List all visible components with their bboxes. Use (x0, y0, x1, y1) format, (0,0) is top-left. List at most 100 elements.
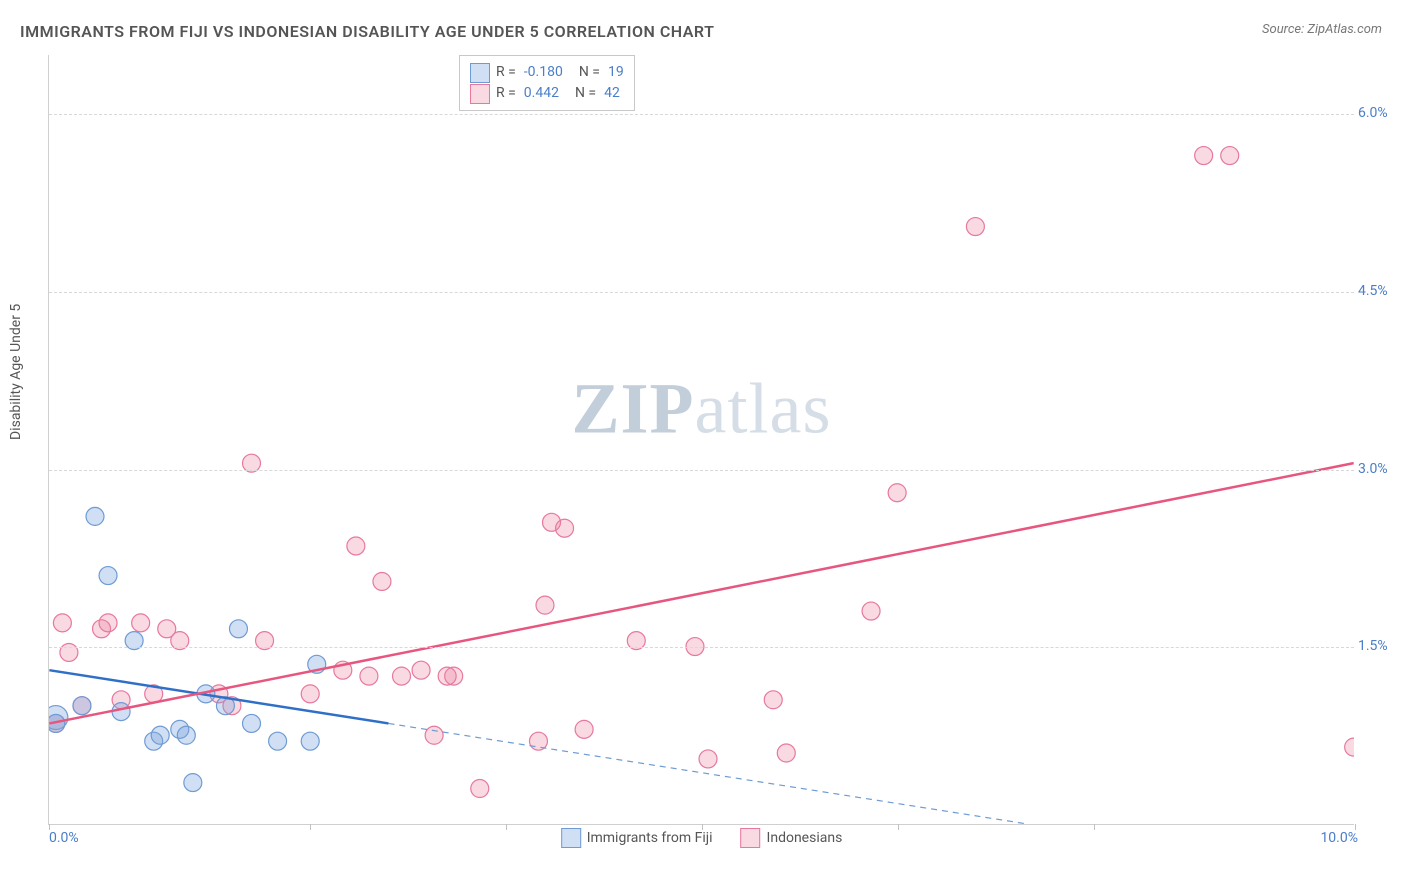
gridline (49, 292, 1354, 293)
bottom-legend-fiji-label: Immigrants from Fiji (587, 830, 713, 846)
data-point (210, 685, 228, 703)
x-tick-mark (702, 824, 703, 830)
legend-row-fiji: R = -0.180 N = 19 (470, 62, 624, 83)
bottom-legend-indonesians-label: Indonesians (767, 830, 843, 846)
swatch-fiji (470, 63, 490, 83)
data-point (764, 691, 782, 709)
bottom-legend-indonesians: Indonesians (741, 828, 843, 848)
legend-n-label: N = (579, 62, 600, 83)
data-point (49, 714, 65, 732)
data-point (158, 620, 176, 638)
data-point (53, 614, 71, 632)
legend-r-label: R = (496, 62, 516, 83)
data-point (73, 697, 91, 715)
x-tick-mark (898, 824, 899, 830)
legend-n-label: N = (575, 83, 596, 104)
data-point (229, 620, 247, 638)
data-point (301, 732, 319, 750)
chart-svg (49, 55, 1354, 824)
data-point (575, 720, 593, 738)
bottom-legend: Immigrants from Fiji Indonesians (561, 828, 843, 848)
data-point (49, 714, 65, 732)
swatch-indonesians (470, 84, 490, 104)
legend-fiji-n: 19 (608, 62, 624, 83)
watermark-bold: ZIP (572, 368, 695, 448)
trend-line (49, 463, 1353, 723)
data-point (171, 720, 189, 738)
x-tick-mark (1094, 824, 1095, 830)
data-point (888, 484, 906, 502)
data-point (1221, 147, 1239, 165)
x-tick-label: 0.0% (49, 830, 79, 846)
gridline (49, 470, 1354, 471)
data-point (966, 218, 984, 236)
data-point (699, 750, 717, 768)
legend-indonesians-n: 42 (604, 83, 620, 104)
data-point (347, 537, 365, 555)
data-point (862, 602, 880, 620)
y-tick-label: 6.0% (1358, 105, 1406, 121)
data-point (49, 706, 68, 730)
data-point (223, 697, 241, 715)
y-tick-label: 3.0% (1358, 461, 1406, 477)
y-tick-label: 4.5% (1358, 283, 1406, 299)
data-point (86, 507, 104, 525)
data-point (177, 726, 195, 744)
data-point (99, 567, 117, 585)
legend-fiji-r: -0.180 (524, 62, 563, 83)
y-axis-label: Disability Age Under 5 (8, 304, 24, 440)
data-point (132, 614, 150, 632)
data-point (1345, 738, 1354, 756)
correlation-legend: R = -0.180 N = 19 R = 0.442 N = 42 (459, 55, 635, 111)
data-point (471, 780, 489, 798)
data-point (393, 667, 411, 685)
plot-area: ZIPatlas R = -0.180 N = 19 R = 0.442 N =… (48, 55, 1354, 825)
data-point (243, 714, 261, 732)
data-point (60, 643, 78, 661)
data-point (301, 685, 319, 703)
watermark-rest: atlas (695, 368, 832, 448)
data-point (112, 703, 130, 721)
x-tick-label: 10.0% (1320, 830, 1358, 846)
legend-row-indonesians: R = 0.442 N = 42 (470, 83, 624, 104)
data-point (151, 726, 169, 744)
data-point (184, 774, 202, 792)
data-point (536, 596, 554, 614)
data-point (529, 732, 547, 750)
trend-line (388, 723, 1027, 824)
data-point (543, 513, 561, 531)
data-point (197, 685, 215, 703)
data-point (269, 732, 287, 750)
data-point (334, 661, 352, 679)
swatch-indonesians (741, 828, 761, 848)
data-point (73, 697, 91, 715)
gridline (49, 114, 1354, 115)
gridline (49, 647, 1354, 648)
x-tick-mark (310, 824, 311, 830)
data-point (777, 744, 795, 762)
watermark: ZIPatlas (572, 367, 832, 450)
source-label: Source: ZipAtlas.com (1262, 22, 1382, 37)
data-point (145, 732, 163, 750)
data-point (99, 614, 117, 632)
data-point (93, 620, 111, 638)
data-point (438, 667, 456, 685)
data-point (445, 667, 463, 685)
y-tick-label: 1.5% (1358, 638, 1406, 654)
chart-title: IMMIGRANTS FROM FIJI VS INDONESIAN DISAB… (20, 22, 714, 41)
data-point (308, 655, 326, 673)
x-tick-mark (506, 824, 507, 830)
data-point (216, 697, 234, 715)
trend-line (49, 670, 388, 723)
data-point (556, 519, 574, 537)
data-point (145, 685, 163, 703)
data-point (360, 667, 378, 685)
data-point (1195, 147, 1213, 165)
data-point (112, 691, 130, 709)
data-point (412, 661, 430, 679)
swatch-fiji (561, 828, 581, 848)
bottom-legend-fiji: Immigrants from Fiji (561, 828, 713, 848)
data-point (425, 726, 443, 744)
legend-indonesians-r: 0.442 (524, 83, 559, 104)
data-point (373, 572, 391, 590)
